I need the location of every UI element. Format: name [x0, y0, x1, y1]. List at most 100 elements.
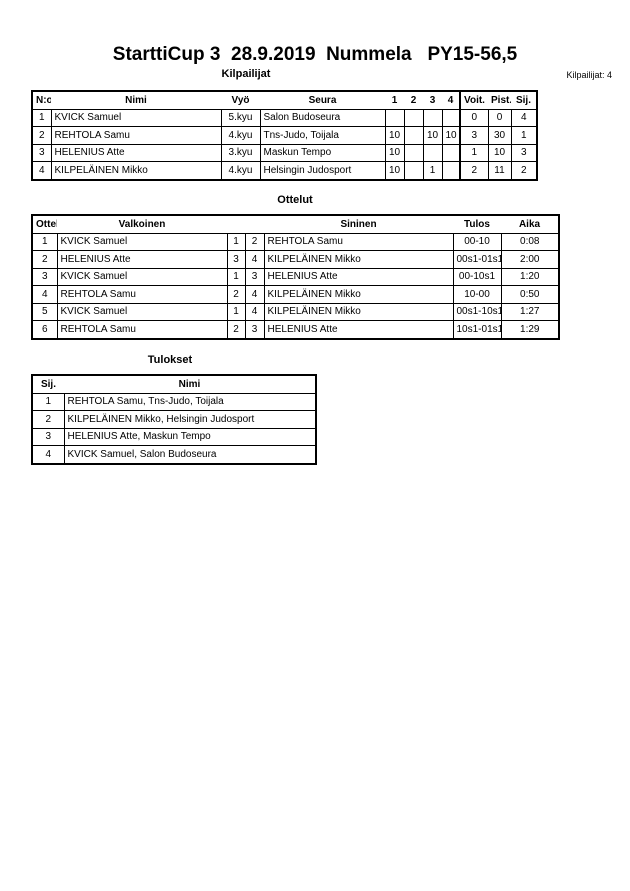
- table-row: 2 KILPELÄINEN Mikko, Helsingin Judosport: [31, 410, 317, 429]
- table-cell: HELENIUS Atte, Maskun Tempo: [63, 427, 317, 446]
- competitors-heading: Kilpailijat: [221, 68, 271, 80]
- table-cell: REHTOLA Samu: [263, 232, 454, 251]
- table-cell: 1:27: [500, 302, 560, 321]
- table-cell: 10: [441, 126, 461, 145]
- table-cell: KILPELÄINEN Mikko: [50, 161, 222, 180]
- table-cell: 10: [384, 161, 405, 180]
- table-cell: KVICK Samuel: [56, 232, 228, 251]
- table-cell: 0: [487, 108, 512, 127]
- table-cell: 2: [510, 161, 538, 180]
- column-header: [227, 214, 245, 234]
- table-cell: REHTOLA Samu: [56, 320, 228, 339]
- table-cell: 4: [31, 285, 58, 304]
- table-cell: KILPELÄINEN Mikko: [263, 285, 454, 304]
- column-header: Aika: [501, 214, 559, 234]
- table-cell: 6: [31, 320, 58, 339]
- table-row: 2 REHTOLA Samu 4.kyu Tns-Judo, Toijala 10 10 1…: [31, 126, 538, 145]
- table-cell: 1:20: [500, 267, 560, 286]
- table-row: 2 HELENIUS Atte 3 4 KILPELÄINEN Mikko 00s1-01…: [31, 250, 560, 269]
- column-header: Sij.: [511, 90, 537, 110]
- table-cell: 2: [244, 232, 265, 251]
- column-header: Sininen: [264, 214, 453, 234]
- matches-table: OtteluValkoinenSininenTulosAika1KVICK Sa…: [31, 214, 560, 340]
- table-cell: 10: [384, 143, 405, 162]
- table-cell: 00-10s1: [452, 267, 502, 286]
- table-cell: 4.kyu: [220, 126, 261, 145]
- table-cell: 1: [226, 232, 246, 251]
- table-row: 1 REHTOLA Samu, Tns-Judo, Toijala: [31, 392, 317, 411]
- table-cell: Tns-Judo, Toijala: [259, 126, 386, 145]
- table-cell: 5.kyu: [220, 108, 261, 127]
- table-cell: [441, 161, 461, 180]
- table-cell: 00s1-01s1: [452, 250, 502, 269]
- table-cell: 5: [31, 302, 58, 321]
- table-cell: 2: [226, 320, 246, 339]
- column-header: Tulos: [453, 214, 501, 234]
- table-cell: 0: [459, 108, 489, 127]
- table-cell: 3: [510, 143, 538, 162]
- table-cell: 10-00: [452, 285, 502, 304]
- table-cell: [403, 161, 424, 180]
- column-header: Sij.: [32, 374, 64, 394]
- table-cell: 2: [226, 285, 246, 304]
- table-cell: 10: [487, 143, 512, 162]
- results-heading: Tulokset: [147, 354, 193, 366]
- table-cell: 2: [31, 250, 58, 269]
- table-cell: REHTOLA Samu, Tns-Judo, Toijala: [63, 392, 317, 411]
- table-row: 1 KVICK Samuel 5.kyu Salon Budoseura 0 0 4: [31, 108, 538, 127]
- table-cell: 2:00: [500, 250, 560, 269]
- table-row: 3 HELENIUS Atte 3.kyu Maskun Tempo 10 1 10 3: [31, 143, 538, 162]
- column-header: Vyö: [221, 90, 260, 110]
- table-cell: HELENIUS Atte: [263, 320, 454, 339]
- results-table: Sij. Nimi 1 REHTOLA Samu, Tns-Judo, Toijala…: [31, 374, 317, 465]
- column-header: Nimi: [64, 374, 316, 394]
- table-cell: REHTOLA Samu: [50, 126, 222, 145]
- table-cell: 4: [244, 285, 265, 304]
- table-row: 5 KVICK Samuel 1 4 KILPELÄINEN Mikko 00s1-10s…: [31, 302, 560, 321]
- table-cell: Salon Budoseura: [259, 108, 386, 127]
- table-row: 3 HELENIUS Atte, Maskun Tempo: [31, 427, 317, 446]
- table-cell: [422, 108, 443, 127]
- table-cell: 1: [31, 392, 65, 411]
- table-cell: 4: [31, 445, 65, 464]
- table-cell: KILPELÄINEN Mikko, Helsingin Judosport: [63, 410, 317, 429]
- table-cell: [422, 143, 443, 162]
- table-cell: 4: [244, 250, 265, 269]
- table-cell: Maskun Tempo: [259, 143, 386, 162]
- table-cell: 4: [244, 302, 265, 321]
- column-header: Nimi: [51, 90, 221, 110]
- column-header: N:o: [32, 90, 51, 110]
- table-cell: 0:50: [500, 285, 560, 304]
- table-cell: 10: [422, 126, 443, 145]
- table-cell: 2: [459, 161, 489, 180]
- table-cell: 3.kyu: [220, 143, 261, 162]
- table-cell: 3: [244, 320, 265, 339]
- table-cell: 2: [31, 410, 65, 429]
- table-cell: KVICK Samuel: [50, 108, 222, 127]
- table-cell: 00-10: [452, 232, 502, 251]
- table-cell: [384, 108, 405, 127]
- table-cell: 3: [226, 250, 246, 269]
- table-cell: [441, 143, 461, 162]
- table-row: 3 KVICK Samuel 1 3 HELENIUS Atte 00-10s1 1:20: [31, 267, 560, 286]
- column-header: 2: [404, 90, 423, 110]
- table-cell: 1: [510, 126, 538, 145]
- competitor-count: Kilpailijat: 4: [566, 70, 612, 80]
- table-cell: 11: [487, 161, 512, 180]
- table-cell: KVICK Samuel, Salon Budoseura: [63, 445, 317, 464]
- table-cell: KVICK Samuel: [56, 267, 228, 286]
- table-cell: HELENIUS Atte: [263, 267, 454, 286]
- table-cell: [441, 108, 461, 127]
- table-cell: 1: [31, 232, 58, 251]
- table-cell: 2: [31, 126, 52, 145]
- table-cell: KILPELÄINEN Mikko: [263, 302, 454, 321]
- matches-heading: Ottelut: [277, 194, 313, 206]
- table-cell: [403, 143, 424, 162]
- table-cell: 4: [31, 161, 52, 180]
- table-cell: 00s1-10s1: [452, 302, 502, 321]
- table-cell: 4.kyu: [220, 161, 261, 180]
- column-header: 3: [423, 90, 442, 110]
- column-header: Pist.: [488, 90, 511, 110]
- table-cell: 1:29: [500, 320, 560, 339]
- table-cell: 1: [422, 161, 443, 180]
